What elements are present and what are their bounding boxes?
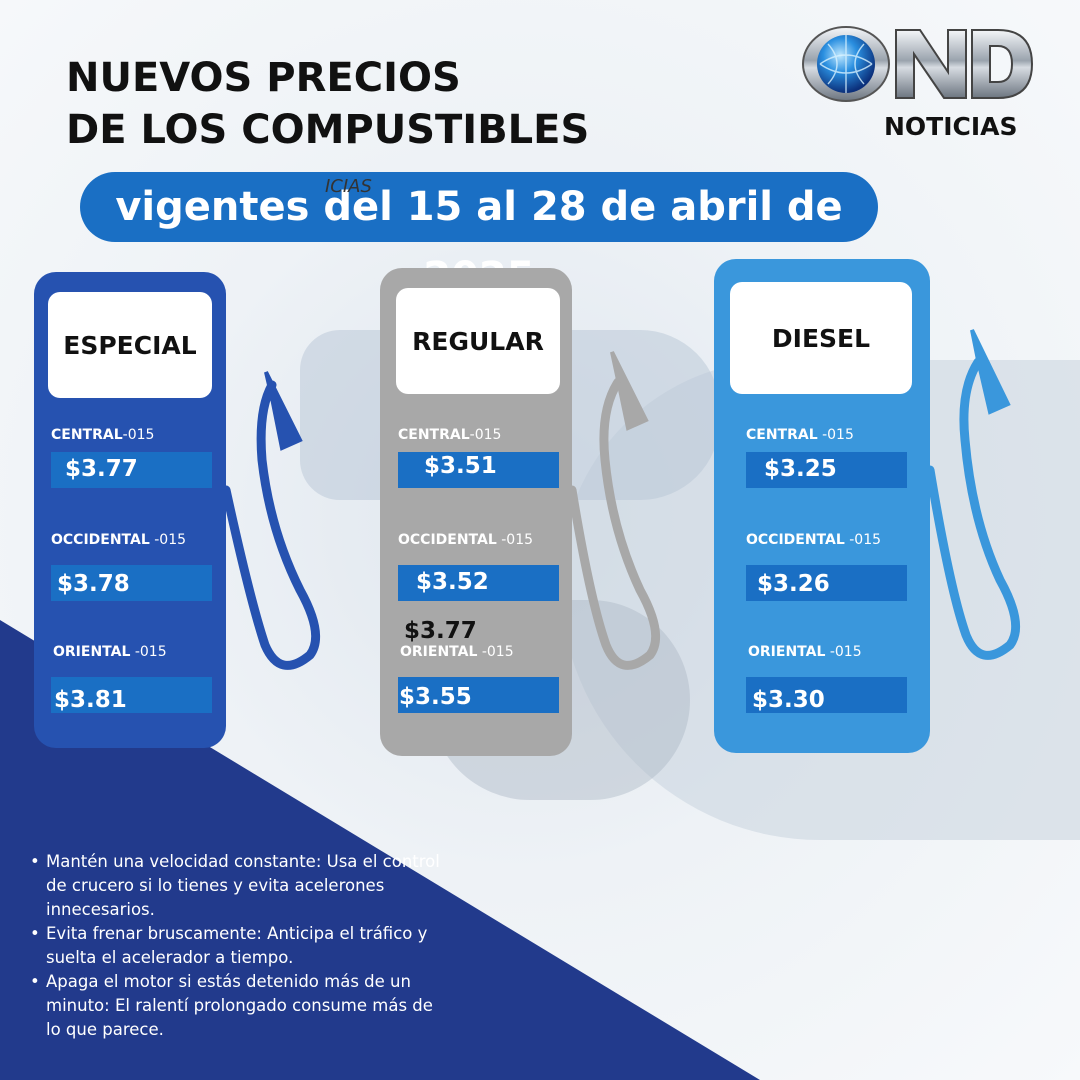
logo-letters bbox=[895, 29, 1034, 99]
diesel-central-price-box bbox=[746, 452, 907, 488]
especial-oriental-region: ORIENTAL -015 bbox=[53, 644, 167, 660]
logo-caption: NOTICIAS bbox=[884, 112, 1018, 141]
regular-central-region: CENTRAL-015 bbox=[398, 427, 502, 443]
regular-oriental-price: $3.55 bbox=[399, 684, 472, 710]
overlay-artifact-text: ICIAS bbox=[325, 176, 372, 197]
pump-diesel-label: DIESEL bbox=[730, 282, 912, 394]
especial-occidental-price: $3.78 bbox=[57, 571, 130, 597]
regular-stray-price: $3.77 bbox=[404, 618, 477, 644]
hose-regular bbox=[567, 351, 661, 670]
especial-central-price: $3.77 bbox=[65, 456, 138, 482]
regular-occidental-region: OCCIDENTAL -015 bbox=[398, 532, 534, 548]
title-line-1: NUEVOS PRECIOS bbox=[66, 55, 461, 101]
tip-item: Evita frenar bruscamente: Anticipa el tr… bbox=[30, 922, 446, 970]
especial-central-region: CENTRAL-015 bbox=[51, 427, 155, 443]
diesel-oriental-region: ORIENTAL -015 bbox=[748, 644, 862, 660]
especial-occidental-region: OCCIDENTAL -015 bbox=[51, 532, 187, 548]
diesel-occidental-region: OCCIDENTAL -015 bbox=[746, 532, 882, 548]
hose-especial bbox=[221, 371, 321, 670]
diesel-central-price: $3.25 bbox=[764, 456, 837, 482]
validity-text: vigentes del 15 al 28 de abril de 2025 bbox=[115, 184, 843, 300]
regular-oriental-region: ORIENTAL -015 bbox=[400, 644, 514, 660]
regular-occidental-price-box bbox=[398, 565, 559, 601]
diesel-occidental-price: $3.26 bbox=[757, 571, 830, 597]
pump-regular-label: REGULAR bbox=[396, 288, 560, 394]
fuel-saving-tips: Mantén una velocidad constante: Usa el c… bbox=[28, 850, 446, 1042]
regular-oriental-price-box bbox=[398, 677, 559, 713]
especial-central-price-box bbox=[51, 452, 212, 488]
validity-pill bbox=[80, 172, 878, 242]
title-line-2: DE LOS COMPUSTIBLES bbox=[66, 107, 590, 153]
regular-central-price-box bbox=[398, 452, 559, 488]
especial-oriental-price-box bbox=[51, 677, 212, 713]
pump-especial-label: ESPECIAL bbox=[48, 292, 212, 398]
page-title: NUEVOS PRECIOS DE LOS COMPUSTIBLES bbox=[66, 52, 589, 156]
diesel-oriental-price: $3.30 bbox=[752, 687, 825, 713]
regular-occidental-price: $3.52 bbox=[416, 569, 489, 595]
especial-occidental-price-box bbox=[51, 565, 212, 601]
diesel-central-region: CENTRAL -015 bbox=[746, 427, 854, 443]
tip-item: Apaga el motor si estás detenido más de … bbox=[30, 970, 446, 1042]
globe-icon bbox=[802, 26, 890, 102]
regular-central-price: $3.51 bbox=[424, 453, 497, 479]
diesel-oriental-price-box bbox=[746, 677, 907, 713]
tip-item: Mantén una velocidad constante: Usa el c… bbox=[30, 850, 446, 922]
diesel-occidental-price-box bbox=[746, 565, 907, 601]
logo-mark bbox=[802, 26, 1034, 102]
especial-oriental-price: $3.81 bbox=[54, 687, 127, 713]
hose-diesel bbox=[925, 329, 1021, 660]
